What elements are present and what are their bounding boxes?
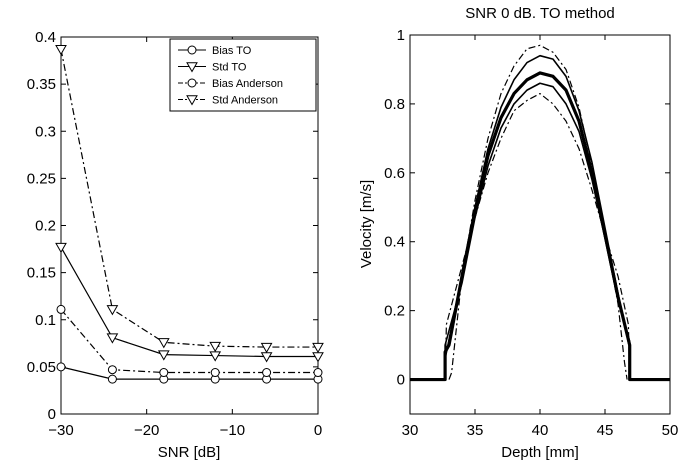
legend: Bias TO Std TO Bias Anderson Std Anderson xyxy=(169,38,317,112)
left-axis-ticks: −30 −20 −10 0 0 0.05 0.1 0.15 0.2 0.25 0.3 0.35 0.4 xyxy=(27,29,322,439)
data-point-std-anderson xyxy=(260,342,273,354)
data-point-std-to xyxy=(55,242,67,254)
data-point-std-anderson xyxy=(312,342,324,354)
right-y-tick-label: 0 xyxy=(397,372,405,389)
right-x-tick-label: 45 xyxy=(597,422,614,439)
left-x-tick-label: −20 xyxy=(134,422,159,439)
data-point-bias-anderson xyxy=(159,368,169,378)
legend-label-bias-to: Bias TO xyxy=(212,45,252,57)
left-y-tick-label: 0.15 xyxy=(27,265,56,282)
left-y-tick-label: 0.25 xyxy=(27,170,56,187)
data-point-bias-anderson xyxy=(107,365,117,375)
data-point-std-anderson xyxy=(209,341,222,353)
legend-marker-bias-to xyxy=(187,45,197,55)
data-point-bias-anderson xyxy=(262,368,272,378)
data-point-bias-anderson xyxy=(56,304,66,314)
data-point-std-to xyxy=(106,333,119,344)
right-x-tick-label: 30 xyxy=(402,422,419,439)
right-x-tick-label: 50 xyxy=(662,422,679,439)
left-x-tick-label: −10 xyxy=(220,422,245,439)
right-chart-title: SNR 0 dB. TO method xyxy=(465,5,615,22)
data-point-std-anderson xyxy=(157,338,170,349)
left-y-tick-label: 0.2 xyxy=(35,218,56,235)
bias-std-chart: −30 −20 −10 000.050.10.150.20.250.30.350.4 … xyxy=(27,29,324,461)
left-y-tick-label: 0.4 xyxy=(35,29,56,46)
series-line-std-anderson xyxy=(60,49,318,348)
right-y-tick-label: 0.4 xyxy=(384,234,405,251)
velocity-profile-line-4 xyxy=(448,44,628,380)
left-x-tick-label: −30 xyxy=(48,422,73,439)
data-point-std-anderson xyxy=(106,305,119,316)
series-line-bias-anderson xyxy=(60,308,318,374)
right-axis-ticks: 30 35 40 45 50 0 0.2 0.4 0.6 0.8 1 xyxy=(384,27,678,439)
legend-label-std-to: Std TO xyxy=(212,62,247,74)
right-y-tick-label: 0.8 xyxy=(384,96,405,113)
series-line-bias-to xyxy=(60,366,318,380)
legend-label-bias-anderson: Bias Anderson xyxy=(212,78,283,90)
left-x-axis-label: SNR [dB] xyxy=(158,444,221,461)
right-x-tick-label: 40 xyxy=(532,422,549,439)
right-x-tick-label: 35 xyxy=(467,422,484,439)
data-point-std-to xyxy=(157,350,170,361)
left-y-tick-label: 0.35 xyxy=(27,76,56,93)
legend-marker-bias-anderson xyxy=(187,78,197,88)
left-y-tick-label: 0.3 xyxy=(35,123,56,140)
data-point-bias-anderson xyxy=(313,368,323,378)
data-point-bias-anderson xyxy=(210,368,220,378)
legend-marker-std-anderson xyxy=(186,95,198,106)
data-point-bias-to xyxy=(107,374,117,384)
legend-label-std-anderson: Std Anderson xyxy=(212,95,278,107)
right-x-axis-label: Depth [mm] xyxy=(501,444,579,461)
series-line-std-to xyxy=(60,246,318,358)
right-y-axis-label: Velocity [m/s] xyxy=(358,180,375,268)
velocity-profile-line-5 xyxy=(444,92,631,380)
right-series-group xyxy=(410,44,670,382)
left-y-tick-label: 0 xyxy=(48,406,56,423)
data-point-std-anderson xyxy=(55,45,67,56)
left-series-group xyxy=(55,45,324,384)
legend-marker-std-to xyxy=(186,62,198,73)
velocity-profile-chart: 30 35 40 45 50 0 0.2 0.4 0.6 0.8 1 SNR 0 dB. TO me… xyxy=(358,5,678,461)
left-y-tick-label: 0.1 xyxy=(35,312,56,329)
data-point-bias-to xyxy=(56,362,66,372)
legend-entries: Bias TO Std TO Bias Anderson Std Anderson xyxy=(178,45,283,107)
left-x-tick-label: 0 xyxy=(314,422,322,439)
right-y-tick-label: 0.2 xyxy=(384,303,405,320)
right-y-tick-label: 1 xyxy=(397,27,405,44)
left-y-tick-label: 0.05 xyxy=(27,359,56,376)
right-y-tick-label: 0.6 xyxy=(384,165,405,182)
